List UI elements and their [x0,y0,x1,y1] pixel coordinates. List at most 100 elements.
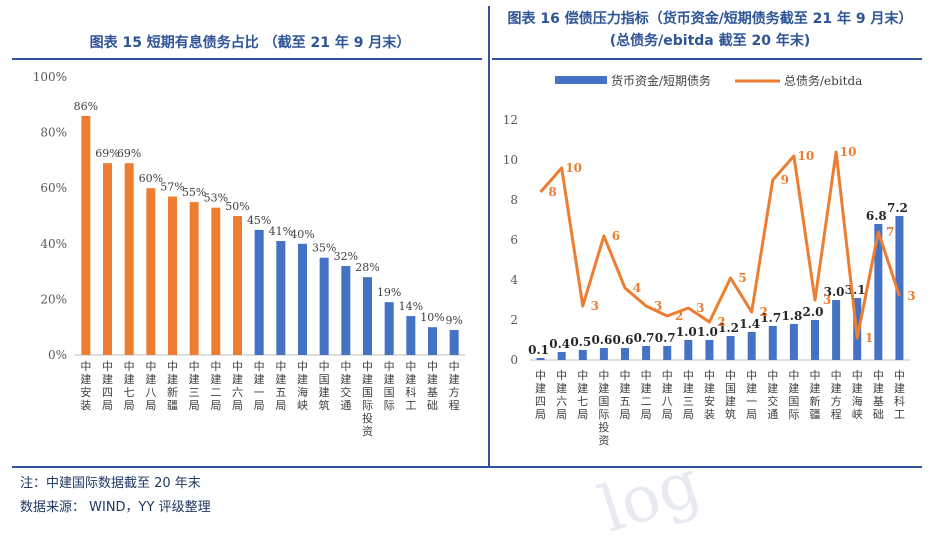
bar-data-label: 55% [182,186,206,199]
line-data-label: 2 [717,315,725,329]
x-category-label: 中建七局 [124,360,135,412]
line-data-label: 10 [840,145,857,159]
bar-data-label: 40% [290,228,314,241]
bar [599,348,608,360]
line-data-label: 9 [781,173,789,187]
line-data-label: 1 [865,331,873,345]
x-category-label: 中建安装 [80,360,91,412]
line-data-label: 3 [823,293,831,307]
x-category-label: 中建二局 [210,360,221,412]
x-category-label: 中建交通 [767,369,778,421]
bar-data-label: 35% [312,242,336,255]
bar-data-label: 3.1 [845,283,866,297]
bar-data-label: 2.0 [803,305,824,319]
line-data-label: 8 [548,185,556,199]
bar-data-label: 0.1 [528,343,549,357]
x-category-label: 中建国际投资 [598,369,609,447]
bar [874,224,883,360]
x-category-label: 中建四局 [535,369,546,421]
bar [233,216,242,355]
footer-rule [12,466,922,468]
x-category-label: 中建一局 [746,369,757,421]
bar-data-label: 53% [204,192,228,205]
x-category-label: 中国建筑 [319,360,330,412]
bar [254,229,264,355]
bar [789,324,798,360]
bar [428,327,437,355]
line-data-label: 3 [591,299,599,313]
bar [298,243,307,355]
left-title-underline [12,58,482,60]
bar-data-label: 3.0 [824,285,845,299]
bar-data-label: 19% [377,286,401,299]
y-tick-label: 80% [40,126,67,140]
bar [663,346,672,360]
bar [211,207,221,355]
bar-data-label: 1.2 [718,321,739,335]
x-category-label: 中建海峡 [852,369,863,421]
line-data-label: 6 [612,229,620,243]
x-category-label: 中建新疆 [810,369,821,421]
y-tick-label: 100% [33,70,67,84]
bar [536,358,545,360]
bar-data-label: 28% [355,261,379,274]
bar-data-label: 60% [139,172,163,185]
x-category-label: 中建二局 [641,369,652,421]
bar-data-label: 1.7 [760,311,781,325]
bar-data-label: 14% [399,300,423,313]
x-category-label: 中建五局 [275,360,286,412]
bar [319,257,329,355]
x-category-label: 中建七局 [577,369,588,421]
legend-label-bar: 货币资金/短期债务 [611,73,711,88]
x-category-label: 中国建筑 [725,369,736,421]
data-source: 数据来源： WIND，YY 评级整理 [20,500,211,515]
line-data-label: 2 [675,309,683,323]
x-category-label: 中建新疆 [167,360,178,412]
y-tick-label: 20% [40,292,67,306]
bar [768,326,777,360]
line-data-label: 3 [907,289,915,303]
x-category-label: 中建交通 [340,360,351,412]
bar [384,302,394,355]
legend-label-line: 总债务/ebitda [784,73,862,88]
y-tick-label: 8 [510,193,518,207]
y-tick-label: 0% [48,348,67,362]
bar [406,316,416,355]
right-chart-title: 图表 16 偿债压力指标（货币资金/短期债务截至 21 年 9 月末）(总债务/… [507,11,913,49]
line-data-label: 5 [738,271,746,285]
bar [621,348,629,360]
right-combo-chart: 货币资金/短期债务 总债务/ebitda0246810120.1中建四局0.4中建… [503,73,916,447]
y-tick-label: 40% [40,237,67,251]
bar-data-label: 7.2 [887,201,908,215]
bar-data-label: 41% [269,225,293,238]
line-data-label: 7 [886,225,894,239]
y-tick-label: 6 [510,233,518,247]
x-category-label: 中建六局 [232,360,243,412]
bar-data-label: 0.4 [549,337,570,351]
x-category-label: 中建海峡 [297,360,308,412]
bar-data-label: 1.0 [697,325,718,339]
bar-data-label: 0.7 [655,331,676,345]
bar-data-label: 57% [160,181,184,194]
y-tick-label: 12 [503,113,518,127]
y-tick-label: 4 [510,273,518,287]
bar [189,202,199,355]
x-category-label: 中建安装 [704,369,715,421]
y-tick-label: 0 [510,353,518,367]
x-category-label: 中建四局 [102,360,113,412]
x-category-label: 中建五局 [620,369,631,421]
bar [726,336,735,360]
y-tick-label: 60% [40,181,67,195]
x-category-label: 中建方程 [449,360,460,412]
bar [81,115,91,355]
bar [578,350,587,360]
bar [895,216,904,360]
bar [642,346,651,360]
line-data-label: 10 [798,149,815,163]
bar-data-label: 69% [95,147,119,160]
line-data-label: 3 [654,299,662,313]
x-category-label: 中建方程 [831,369,842,421]
line-data-label: 3 [696,301,704,315]
bar [557,352,566,360]
bar-data-label: 1.0 [676,325,697,339]
